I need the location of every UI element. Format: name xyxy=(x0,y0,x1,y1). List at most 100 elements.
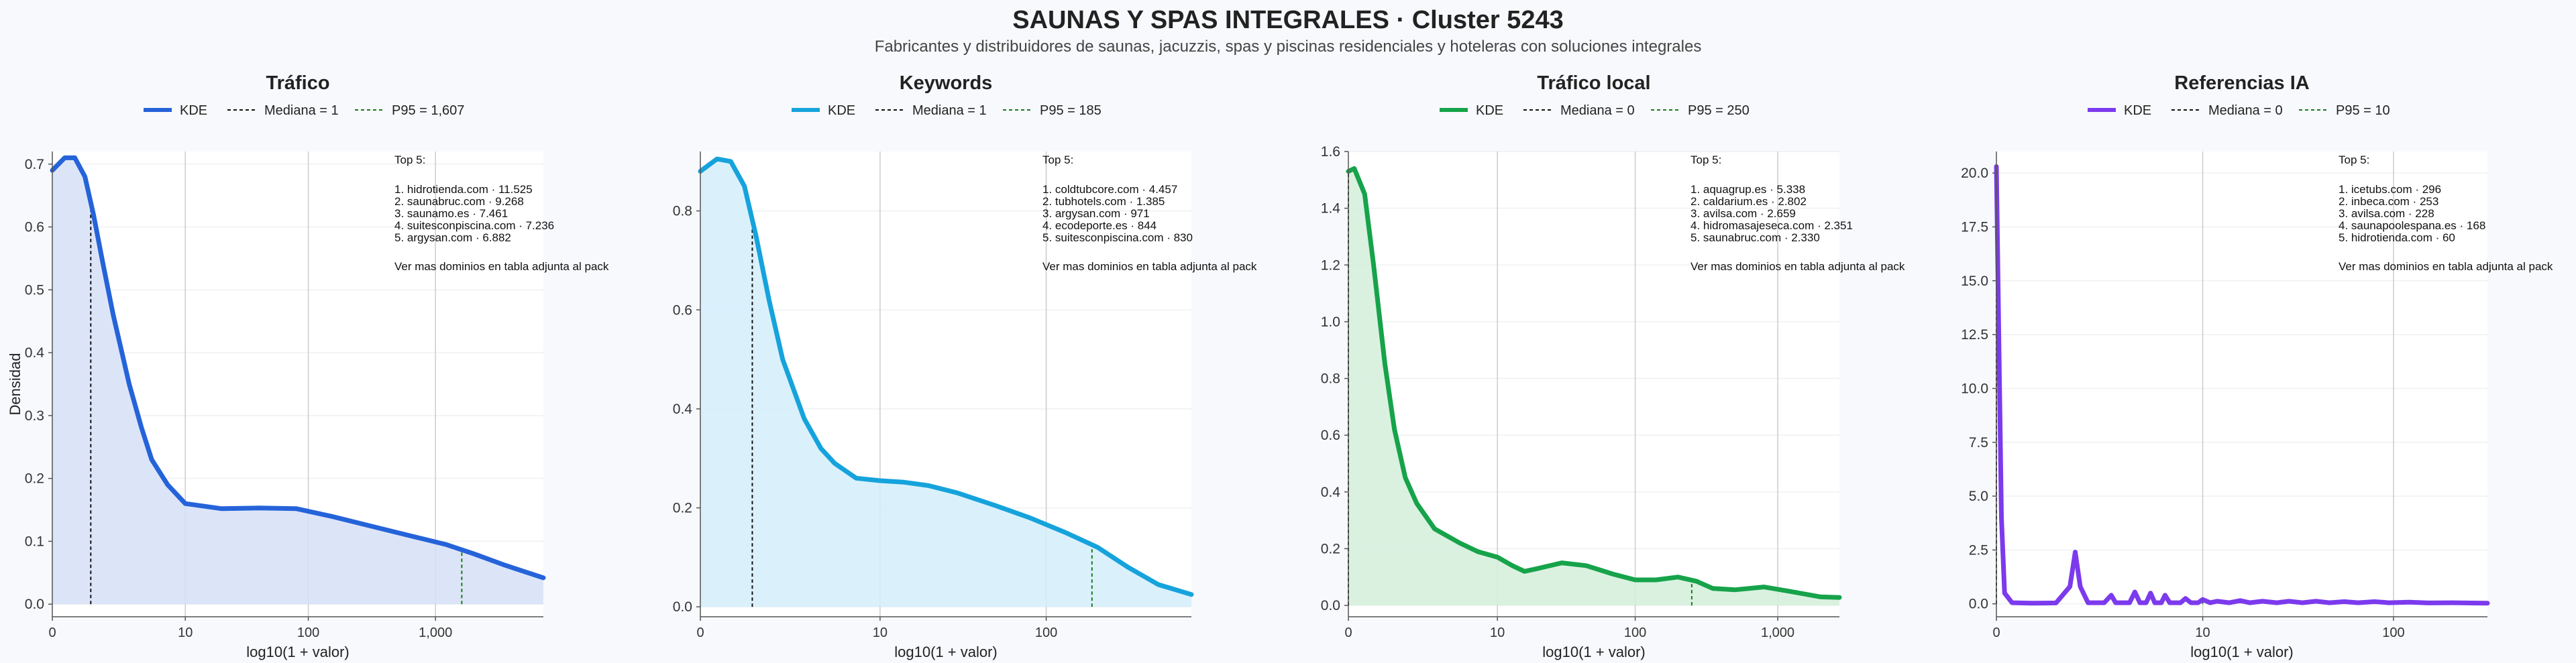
x-tick-label: 100 xyxy=(1035,625,1057,640)
y-tick-label: 1.2 xyxy=(1321,257,1340,273)
top5-item: 1. hidrotienda.com · 11.525 xyxy=(394,183,533,196)
y-tick-label: 0.2 xyxy=(1321,541,1340,556)
y-tick-label: 0.6 xyxy=(25,220,44,235)
x-tick-label: 1,000 xyxy=(419,625,452,640)
y-tick-label: 1.0 xyxy=(1321,314,1340,330)
y-tick-label: 0.0 xyxy=(673,599,692,615)
x-tick-label: 10 xyxy=(1490,625,1505,640)
x-axis-label: log10(1 + valor) xyxy=(246,644,349,660)
charts: 0.00.10.20.30.40.50.60.70 10 100 1,000log10… xyxy=(7,72,2553,660)
legend-kde-label: KDE xyxy=(180,103,207,118)
chart-title: Tráfico local xyxy=(1537,72,1650,94)
x-axis-label: log10(1 + valor) xyxy=(894,644,997,660)
y-tick-label: 0.6 xyxy=(1321,428,1340,443)
y-tick-label: 10.0 xyxy=(1961,381,1988,396)
y-tick-label: 0.3 xyxy=(25,408,44,424)
x-tick-label: 0 xyxy=(1992,625,2000,640)
x-tick-label: 10 xyxy=(178,625,193,640)
x-tick-label: 100 xyxy=(297,625,319,640)
legend-median-label: Mediana = 1 xyxy=(912,103,987,118)
x-tick-label: 0 xyxy=(696,625,704,640)
y-tick-label: 0.7 xyxy=(25,157,44,172)
chart-panel-4: 0.0 2.5 5.0 7.5 10.0 12.5 15.0 17.5 20.0 0 10 100 lo… xyxy=(1961,72,2553,660)
legend-p95-label: P95 = 250 xyxy=(1688,103,1750,118)
top5-item: 2. caldarium.es · 2.802 xyxy=(1690,195,1807,208)
top5-footer: Ver mas dominios en tabla adjunta al pac… xyxy=(394,260,609,273)
legend: KDE Mediana = 0 P95 = 10 xyxy=(2088,103,2390,118)
top5-heading: Top 5: xyxy=(394,154,425,166)
y-tick-label: 15.0 xyxy=(1961,274,1988,289)
top5-heading: Top 5: xyxy=(1042,154,1073,166)
y-tick-label: 0.0 xyxy=(1969,597,1988,612)
x-axis-label: log10(1 + valor) xyxy=(1542,644,1645,660)
legend-p95-label: P95 = 185 xyxy=(1040,103,1102,118)
top5-footer: Ver mas dominios en tabla adjunta al pac… xyxy=(2339,260,2553,273)
y-tick-label: 7.5 xyxy=(1969,435,1988,450)
legend-kde-label: KDE xyxy=(828,103,855,118)
kde-area xyxy=(52,158,543,605)
top5-item: 5. hidrotienda.com · 60 xyxy=(2339,231,2455,244)
legend-p95-label: P95 = 1,607 xyxy=(392,103,464,118)
top5-item: 2. tubhotels.com · 1.385 xyxy=(1042,195,1165,208)
top5-item: 3. avilsa.com · 228 xyxy=(2339,207,2434,220)
x-tick-label: 10 xyxy=(873,625,888,640)
y-tick-label: 0.4 xyxy=(25,345,45,361)
top5-item: 1. icetubs.com · 296 xyxy=(2339,183,2441,196)
kde-line xyxy=(698,156,1194,597)
chart-panel-2: 0.0 0.2 0.4 0.6 0.8 0 10 100 log10(1 + valor) Key… xyxy=(673,72,1257,660)
top5-item: 3. avilsa.com · 2.659 xyxy=(1690,207,1796,220)
top5-footer: Ver mas dominios en tabla adjunta al pac… xyxy=(1042,260,1257,273)
y-tick-label: 2.5 xyxy=(1969,542,1988,558)
y-tick-label: 0.0 xyxy=(1321,598,1340,613)
x-tick-label: 0 xyxy=(48,625,56,640)
y-tick-label: 0.5 xyxy=(25,282,44,298)
top5-item: 5. suitesconpiscina.com · 830 xyxy=(1042,231,1193,244)
y-tick-label: 20.0 xyxy=(1961,166,1988,181)
top5-item: 4. suitesconpiscina.com · 7.236 xyxy=(394,219,554,232)
legend-kde-label: KDE xyxy=(2124,103,2151,118)
legend-kde-label: KDE xyxy=(1476,103,1503,118)
x-tick-label: 1,000 xyxy=(1761,625,1794,640)
top5-item: 1. coldtubcore.com · 4.457 xyxy=(1042,183,1177,196)
kde-area xyxy=(1348,168,1839,606)
x-tick-label: 0 xyxy=(1344,625,1352,640)
top5-item: 5. argysan.com · 6.882 xyxy=(394,231,511,244)
figure-subtitle: Fabricantes y distribuidores de saunas, … xyxy=(875,38,1702,56)
chart-panel-1: 0.0 0.1 0.2 0.3 0.4 0.5 0.6 0.7 0 10 100 1,000 log10… xyxy=(7,72,609,660)
legend: KDE Mediana = 0 P95 = 250 xyxy=(1440,103,1750,118)
top5-item: 4. saunapoolespana.es · 168 xyxy=(2339,219,2485,232)
figure-title: SAUNAS Y SPAS INTEGRALES · Cluster 5243 xyxy=(1012,6,1563,34)
y-axis-label: Densidad xyxy=(7,353,23,416)
legend-median-label: Mediana = 1 xyxy=(264,103,339,118)
legend: KDE Mediana = 1 P95 = 185 xyxy=(792,103,1102,118)
y-tick-label: 17.5 xyxy=(1961,219,1988,235)
top5-item: 1. aquagrup.es · 5.338 xyxy=(1690,183,1805,196)
plot-area xyxy=(1996,152,2487,617)
kde-line xyxy=(1994,164,2490,606)
chart-title: Referencias IA xyxy=(2174,72,2310,94)
y-tick-label: 0.1 xyxy=(25,534,44,549)
y-tick-label: 0.0 xyxy=(25,597,44,612)
y-tick-label: 0.8 xyxy=(673,204,692,219)
x-tick-label: 10 xyxy=(2195,625,2210,640)
top5-item: 3. argysan.com · 971 xyxy=(1042,207,1150,220)
y-tick-label: 12.5 xyxy=(1961,327,1988,343)
top5-footer: Ver mas dominios en tabla adjunta al pac… xyxy=(1690,260,1905,273)
top5-item: 2. saunabruc.com · 9.268 xyxy=(394,195,524,208)
y-tick-label: 1.4 xyxy=(1321,201,1341,217)
x-tick-label: 100 xyxy=(2382,625,2404,640)
top5-item: 4. hidromasajeseca.com · 2.351 xyxy=(1690,219,1853,232)
chart-title: Tráfico xyxy=(266,72,329,94)
top5-item: 3. saunamo.es · 7.461 xyxy=(394,207,508,220)
y-tick-label: 0.4 xyxy=(673,402,693,417)
chart-panel-3: 0.0 0.2 0.4 0.6 0.8 1.0 1.2 1.4 1.6 0 10 100 1,000 lo… xyxy=(1321,72,1905,660)
y-tick-label: 1.6 xyxy=(1321,144,1340,160)
y-tick-label: 0.4 xyxy=(1321,485,1341,500)
y-tick-label: 0.2 xyxy=(673,501,692,516)
kde-line xyxy=(1346,166,1842,600)
top5-heading: Top 5: xyxy=(1690,154,1721,166)
y-tick-label: 0.8 xyxy=(1321,371,1340,387)
top5-heading: Top 5: xyxy=(2339,154,2369,166)
top5-item: 4. ecodeporte.es · 844 xyxy=(1042,219,1157,232)
